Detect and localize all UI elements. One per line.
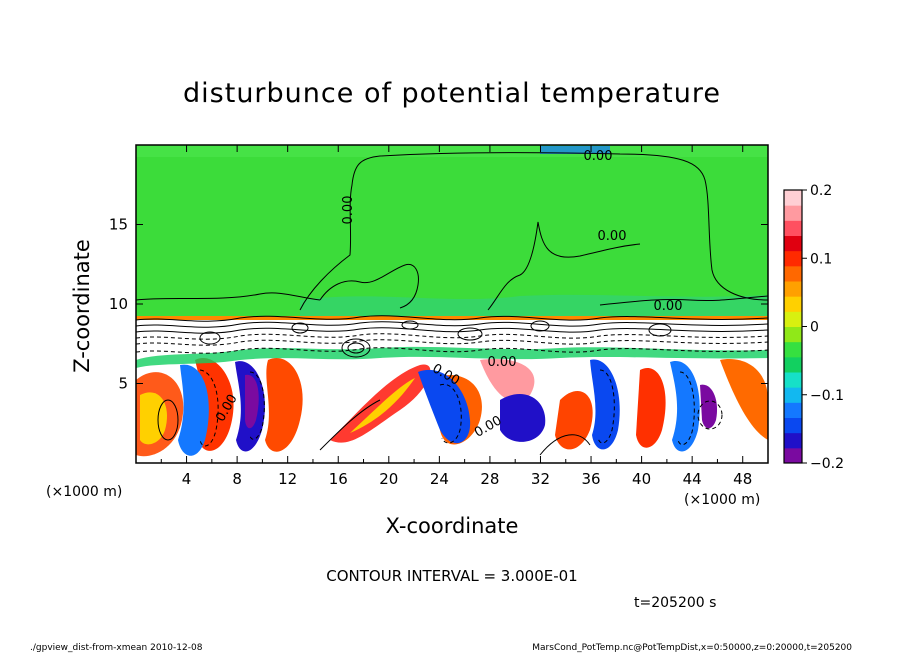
contour-label: 0.00	[341, 196, 356, 225]
colorbar-swatch	[784, 432, 802, 449]
y-tick-label: 10	[109, 295, 128, 313]
colorbar-swatch	[784, 205, 802, 221]
x-tick-label: 40	[632, 470, 651, 488]
x-tick-label: 28	[480, 470, 499, 488]
contour-label: 0.00	[654, 299, 683, 314]
x-tick-label: 20	[379, 470, 398, 488]
contour-lines	[136, 152, 768, 456]
chart-title: disturbunce of potential temperature	[183, 78, 721, 109]
x-tick-label: 12	[278, 470, 297, 488]
contour-interval-text: CONTOUR INTERVAL = 3.000E-01	[326, 567, 578, 585]
colorbar-swatch	[784, 326, 802, 343]
x-tick-label: 16	[329, 470, 348, 488]
colorbar-swatch	[784, 220, 802, 236]
x-tick-label: 44	[683, 470, 702, 488]
x-tick-label: 4	[182, 470, 192, 488]
interface-band	[136, 316, 768, 320]
upper-quiet-region	[136, 145, 768, 320]
x-unit-label-left: (×1000 m)	[46, 484, 123, 500]
x-unit-label-right: (×1000 m)	[684, 492, 761, 508]
colorbar-swatch	[784, 447, 802, 464]
colorbar-swatch	[784, 341, 802, 358]
contour-label: 0.00	[598, 229, 627, 244]
colorbar-tick-label: 0	[810, 320, 819, 336]
colorbar-swatch	[784, 235, 802, 252]
heatmap-field	[136, 145, 768, 463]
x-tick-label: 24	[430, 470, 449, 488]
colorbar-swatch	[784, 190, 802, 206]
colorbar-swatch	[784, 265, 802, 282]
contour-label: 0.00	[488, 355, 517, 370]
x-axis-label: X-coordinate	[385, 514, 519, 538]
colorbar-swatch	[784, 296, 802, 312]
colorbar-swatch	[784, 402, 802, 418]
colorbar-swatch	[784, 356, 802, 373]
y-ticks: 5 10 15	[109, 216, 768, 393]
colorbar-swatch	[784, 250, 802, 267]
x-tick-label: 32	[531, 470, 550, 488]
x-tick-label: 48	[733, 470, 752, 488]
footer-right: MarsCond_PotTemp.nc@PotTempDist,x=0:5000…	[532, 643, 852, 653]
colorbar-tick-label: 0.2	[810, 183, 832, 199]
footer-left: ./gpview_dist-from-xmean 2010-12-08	[30, 643, 203, 653]
colorbar-swatch	[784, 417, 802, 434]
x-ticks: 4 8 12 16 20 24 28 32 36 40 44 48	[160, 145, 752, 488]
colorbar-tick-label: −0.2	[810, 456, 844, 472]
colorbar: 0.2 0.1 0 −0.1 −0.2	[783, 183, 844, 472]
y-tick-label: 15	[109, 216, 128, 234]
x-tick-label: 36	[581, 470, 600, 488]
colorbar-swatch	[784, 281, 802, 297]
y-axis-label: Z-coordinate	[70, 239, 94, 373]
colorbar-tick-label: −0.1	[810, 388, 844, 404]
colorbar-swatch	[784, 387, 802, 403]
time-stamp: t=205200 s	[634, 595, 717, 611]
colorbar-swatch	[784, 372, 802, 388]
x-tick-label: 8	[232, 470, 242, 488]
y-tick-label: 5	[118, 375, 128, 393]
colorbar-tick-label: 0.1	[810, 251, 832, 267]
colorbar-swatch	[784, 311, 802, 327]
contour-label: 0.00	[584, 149, 613, 164]
